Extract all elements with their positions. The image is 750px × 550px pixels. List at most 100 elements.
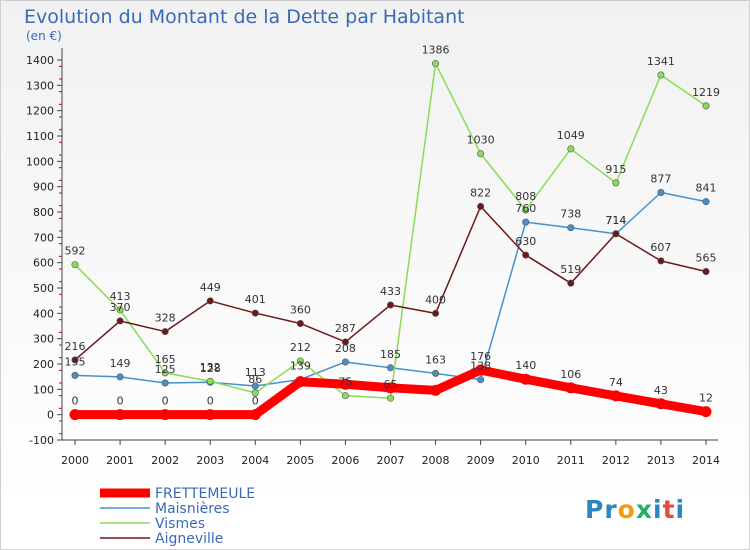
- data-label: 1386: [422, 44, 450, 57]
- data-label: 106: [560, 368, 581, 381]
- data-label: 149: [110, 357, 131, 370]
- data-label: 165: [155, 353, 176, 366]
- data-point: [116, 306, 124, 314]
- data-label: 714: [605, 214, 626, 227]
- data-label: 360: [290, 303, 311, 316]
- data-label: 86: [248, 373, 262, 386]
- data-point: [341, 392, 349, 400]
- legend-label: Vismes: [155, 516, 205, 532]
- series-lines: [69, 60, 712, 421]
- data-label: 132: [200, 361, 221, 374]
- data-point: [430, 384, 442, 396]
- data-point: [71, 261, 79, 269]
- data-label: 185: [380, 348, 401, 361]
- data-label: 43: [654, 384, 668, 397]
- data-point: [386, 301, 394, 309]
- data-label: 592: [65, 245, 86, 258]
- data-label: 433: [380, 285, 401, 298]
- data-label: 760: [515, 202, 536, 215]
- y-tick-label: 400: [33, 307, 54, 320]
- data-point: [294, 376, 306, 388]
- x-tick-label: 2003: [196, 454, 224, 467]
- y-tick-label: -100: [29, 434, 54, 447]
- data-point: [341, 338, 349, 346]
- data-point: [69, 409, 81, 421]
- y-tick-label: 1300: [26, 79, 54, 92]
- data-point: [385, 382, 396, 394]
- series-aigneville: [71, 202, 710, 364]
- data-label: 65: [384, 378, 398, 391]
- axes: -100010020030040050060070080090010001100…: [26, 48, 720, 467]
- data-point: [71, 356, 79, 364]
- y-tick-label: 0: [47, 409, 54, 422]
- data-point: [161, 379, 169, 387]
- data-point: [702, 198, 710, 206]
- data-label: 74: [609, 376, 623, 389]
- data-point: [432, 369, 440, 377]
- data-point: [296, 319, 304, 327]
- x-tick-label: 2009: [467, 454, 495, 467]
- data-label: 163: [425, 353, 446, 366]
- data-label: 808: [515, 190, 536, 203]
- data-label: 0: [117, 395, 124, 408]
- data-label: 139: [290, 359, 311, 372]
- data-label: 155: [65, 355, 86, 368]
- data-point: [612, 179, 620, 187]
- data-point: [251, 382, 259, 390]
- data-label: 12: [699, 392, 713, 405]
- data-label: 877: [650, 172, 671, 185]
- data-point: [341, 358, 349, 366]
- data-label: 607: [650, 241, 671, 254]
- x-tick-label: 2005: [286, 454, 314, 467]
- x-tick-label: 2012: [602, 454, 630, 467]
- data-label: 0: [207, 395, 214, 408]
- data-point: [249, 409, 261, 421]
- data-label: 630: [515, 235, 536, 248]
- data-label: 125: [155, 363, 176, 376]
- y-tick-label: 100: [33, 383, 54, 396]
- data-label: 75: [338, 376, 352, 389]
- data-label: 113: [245, 366, 266, 379]
- data-label: 0: [162, 395, 169, 408]
- y-tick-label: 900: [33, 181, 54, 194]
- y-tick-label: 1000: [26, 155, 54, 168]
- data-label: 841: [696, 182, 717, 195]
- series-line-aigneville: [74, 205, 707, 361]
- chart-title: Evolution du Montant de la Dette par Hab…: [24, 6, 465, 28]
- data-label: 915: [605, 163, 626, 176]
- series-frettemeule: [69, 364, 712, 421]
- data-point: [655, 398, 667, 410]
- data-point: [522, 218, 530, 226]
- data-point: [432, 309, 440, 317]
- y-tick-label: 500: [33, 282, 54, 295]
- data-point: [339, 378, 351, 390]
- data-label: 401: [245, 293, 266, 306]
- data-point: [71, 371, 79, 379]
- data-point: [477, 202, 485, 210]
- y-tick-label: 1100: [26, 130, 54, 143]
- y-tick-label: 600: [33, 257, 54, 270]
- data-point: [477, 376, 485, 384]
- data-label: 216: [65, 340, 86, 353]
- data-label: 1341: [647, 55, 675, 68]
- data-point: [565, 382, 577, 394]
- data-point: [567, 145, 575, 153]
- data-point: [204, 409, 216, 421]
- data-label: 138: [470, 360, 491, 373]
- data-point: [702, 268, 710, 276]
- data-point: [520, 373, 532, 385]
- data-label: 1030: [467, 134, 495, 147]
- y-tick-label: 1400: [26, 54, 54, 67]
- x-tick-label: 2000: [61, 454, 89, 467]
- y-tick-label: 700: [33, 231, 54, 244]
- data-point: [251, 389, 259, 397]
- data-point: [206, 377, 214, 385]
- data-label: 400: [425, 293, 446, 306]
- svg-text:Proxiti: Proxiti: [585, 495, 685, 524]
- x-tick-label: 2008: [422, 454, 450, 467]
- data-point: [161, 328, 169, 336]
- data-label: 1219: [692, 86, 720, 99]
- data-point: [159, 409, 171, 421]
